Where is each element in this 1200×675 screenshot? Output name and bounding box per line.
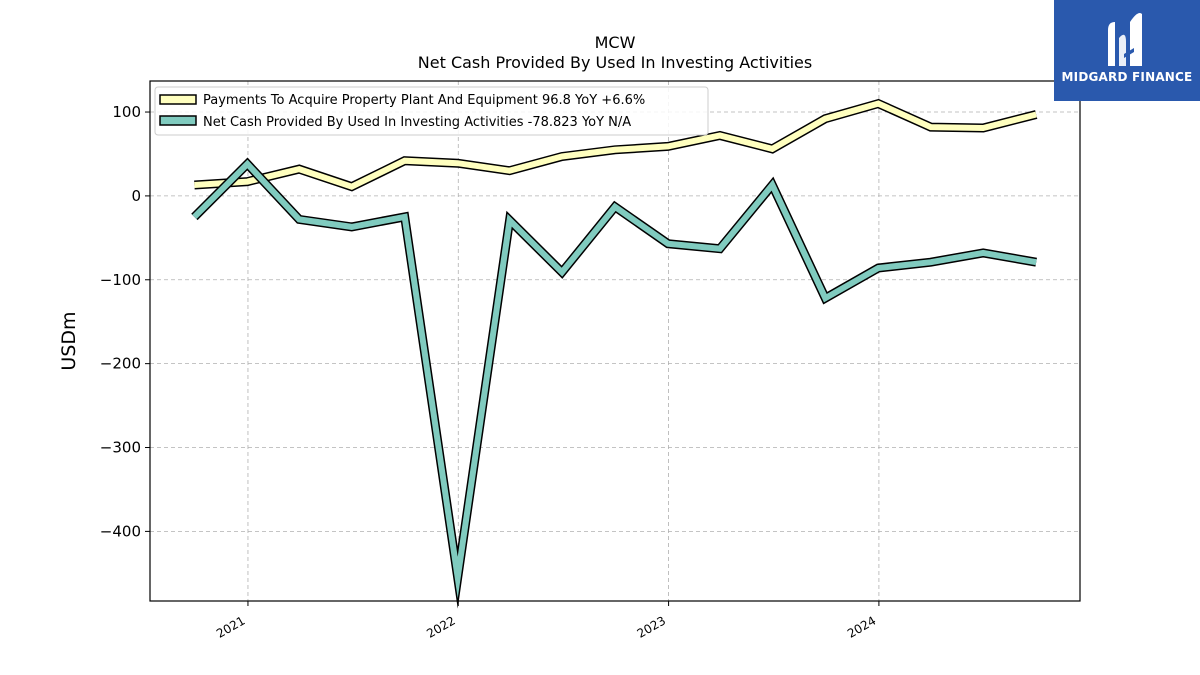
y-axis-label: USDm (58, 311, 80, 370)
x-tick-label: 2024 (845, 613, 878, 640)
x-tick-label: 2023 (635, 613, 668, 640)
legend-entry: Payments To Acquire Property Plant And E… (203, 93, 645, 108)
legend-swatch (159, 94, 197, 105)
series-line (194, 100, 1037, 190)
brand-logo: MIDGARD FINANCE (1054, 0, 1200, 101)
y-tick-label: −400 (100, 522, 141, 540)
y-tick-label: −300 (100, 439, 141, 457)
legend-entry: Net Cash Provided By Used In Investing A… (203, 115, 631, 130)
y-tick-label: 0 (131, 187, 141, 205)
x-axis: 2021 2022 2023 2024 (214, 601, 880, 641)
series-line-outline (191, 157, 1037, 609)
chart-subtitle: Net Cash Provided By Used In Investing A… (418, 53, 812, 72)
legend: Payments To Acquire Property Plant And E… (154, 86, 709, 136)
logo-mark-icon (1108, 13, 1142, 66)
y-tick-label: −200 (100, 355, 141, 373)
logo-text: MIDGARD FINANCE (1061, 70, 1193, 84)
series-line (192, 159, 1037, 599)
y-axis: 100 0 −100 −200 −300 −400 (100, 103, 150, 540)
grid (150, 81, 1080, 601)
legend-box (154, 86, 709, 136)
y-tick-label: 100 (112, 103, 141, 121)
legend-swatch (159, 115, 197, 126)
chart-title: MCW (595, 33, 636, 52)
plot-frame (149, 80, 1081, 602)
x-tick-label: 2022 (424, 613, 457, 640)
series-layer (191, 98, 1038, 609)
y-tick-label: −100 (100, 271, 141, 289)
x-tick-label: 2021 (214, 613, 247, 640)
